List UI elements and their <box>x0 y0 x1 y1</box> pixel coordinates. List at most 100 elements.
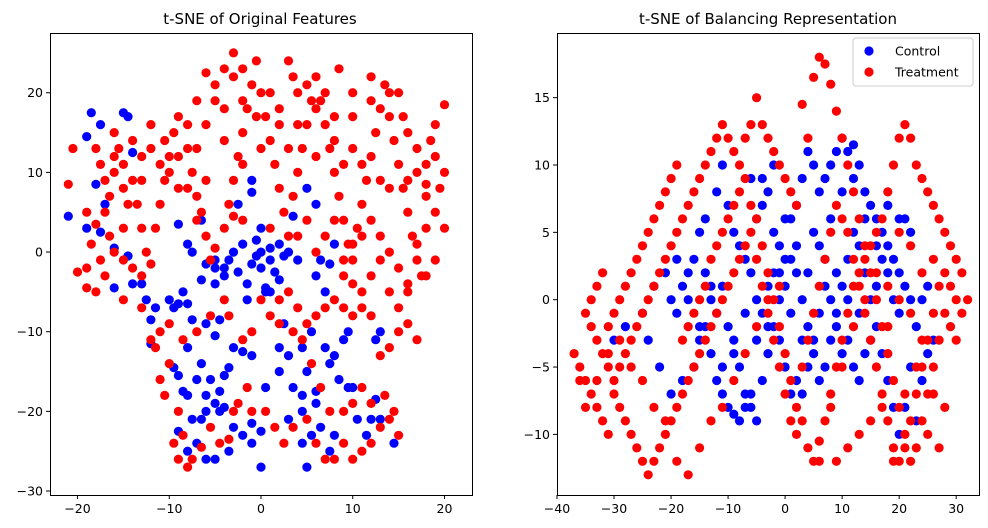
left-plot-point-red <box>110 152 119 161</box>
right-plot-point-treatment <box>712 241 721 250</box>
left-plot-point-red <box>119 295 128 304</box>
right-plot-point-control <box>741 403 750 412</box>
left-plot-point-blue <box>197 415 206 424</box>
left-plot-point-blue <box>256 224 265 233</box>
right-plot-point-control <box>895 214 904 223</box>
left-plot-point-blue <box>96 228 105 237</box>
left-plot-point-red <box>284 287 293 296</box>
right-plot-point-control <box>712 376 721 385</box>
right-plot-point-treatment <box>872 362 881 371</box>
left-plot-point-red <box>243 383 252 392</box>
left-plot-point-blue <box>325 259 334 268</box>
right-plot-point-treatment <box>895 403 904 412</box>
left-plot-point-blue <box>238 347 247 356</box>
right-plot-point-treatment <box>843 228 852 237</box>
right-plot-point-treatment <box>952 255 961 264</box>
right-plot-point-treatment <box>940 309 949 318</box>
left-plot-point-blue <box>211 279 220 288</box>
right-plot-point-control <box>826 336 835 345</box>
right-plot-point-treatment <box>798 362 807 371</box>
right-plot-point-treatment <box>655 443 664 452</box>
right-plot-point-control <box>775 241 784 250</box>
right-plot-point-treatment <box>592 282 601 291</box>
right-plot-point-control <box>826 214 835 223</box>
right-plot-point-control <box>729 349 738 358</box>
right-plot-point-treatment <box>866 241 875 250</box>
left-plot-point-red <box>211 96 220 105</box>
right-plot-point-control <box>729 336 738 345</box>
left-plot-point-red <box>192 192 201 201</box>
left-plot-point-red <box>330 295 339 304</box>
right-plot-point-control <box>838 349 847 358</box>
left-plot-point-red <box>247 80 256 89</box>
right-plot-point-control <box>923 349 932 358</box>
left-plot-point-red <box>385 343 394 352</box>
left-plot-point-blue <box>293 255 302 264</box>
left-plot-point-blue <box>302 463 311 472</box>
left-plot-point-blue <box>197 359 206 368</box>
right-plot-point-treatment <box>900 389 909 398</box>
right-plot-x-tick-label: −30 <box>601 501 627 516</box>
right-plot-point-treatment <box>838 214 847 223</box>
right-plot-point-control <box>906 295 915 304</box>
left-plot-point-blue <box>284 415 293 424</box>
left-plot-point-red <box>165 152 174 161</box>
left-plot-point-red <box>293 232 302 241</box>
left-plot-point-red <box>376 423 385 432</box>
left-plot-point-red <box>192 144 201 153</box>
left-plot-point-red <box>389 407 398 416</box>
left-plot-point-red <box>73 267 82 276</box>
left-plot-point-red <box>183 144 192 153</box>
right-plot-point-treatment <box>615 336 624 345</box>
left-plot-point-red <box>224 200 233 209</box>
right-plot-point-treatment <box>798 100 807 109</box>
right-plot-point-treatment <box>632 322 641 331</box>
left-plot-point-red <box>266 224 275 233</box>
left-plot-point-blue <box>64 212 73 221</box>
left-plot-point-blue <box>238 240 247 249</box>
right-plot-point-treatment <box>581 309 590 318</box>
left-plot-point-blue <box>266 255 275 264</box>
left-plot-point-red <box>403 287 412 296</box>
right-plot-point-treatment <box>849 255 858 264</box>
left-plot-point-red <box>247 327 256 336</box>
left-plot-point-red <box>284 56 293 65</box>
left-plot-point-red <box>211 80 220 89</box>
right-plot-point-treatment <box>621 416 630 425</box>
left-plot-point-red <box>321 232 330 241</box>
left-plot-point-red <box>146 335 155 344</box>
left-plot-point-blue <box>307 327 316 336</box>
left-plot-point-red <box>394 431 403 440</box>
left-plot-point-red <box>339 303 348 312</box>
left-plot-y-tick-label: 10 <box>27 165 43 180</box>
right-plot-point-control <box>746 389 755 398</box>
right-plot-point-treatment <box>786 187 795 196</box>
right-plot-point-treatment <box>581 403 590 412</box>
right-plot-point-treatment <box>832 107 841 116</box>
left-plot-point-red <box>330 136 339 145</box>
left-plot-point-red <box>238 128 247 137</box>
left-plot-point-blue <box>266 244 275 253</box>
right-plot-point-treatment <box>883 416 892 425</box>
right-plot-point-treatment <box>883 187 892 196</box>
right-plot-point-treatment <box>587 295 596 304</box>
right-plot-point-treatment <box>661 187 670 196</box>
left-plot-point-blue <box>321 287 330 296</box>
left-plot-point-red <box>229 212 238 221</box>
right-plot-point-treatment <box>820 59 829 68</box>
left-plot-point-red <box>256 144 265 153</box>
left-plot-point-red <box>330 168 339 177</box>
right-plot-point-treatment <box>763 309 772 318</box>
left-plot-point-red <box>119 160 128 169</box>
left-plot-point-blue <box>229 343 238 352</box>
left-plot-point-blue <box>275 343 284 352</box>
right-plot-point-treatment <box>935 282 944 291</box>
right-plot-point-control <box>752 295 761 304</box>
left-plot-y-tick-label: −10 <box>17 324 43 339</box>
left-plot-point-red <box>316 383 325 392</box>
left-plot-point-red <box>91 287 100 296</box>
right-plot-point-control <box>809 160 818 169</box>
left-plot-point-blue <box>100 200 109 209</box>
right-plot-x-tick-label: −40 <box>544 501 570 516</box>
right-plot-point-treatment <box>621 349 630 358</box>
